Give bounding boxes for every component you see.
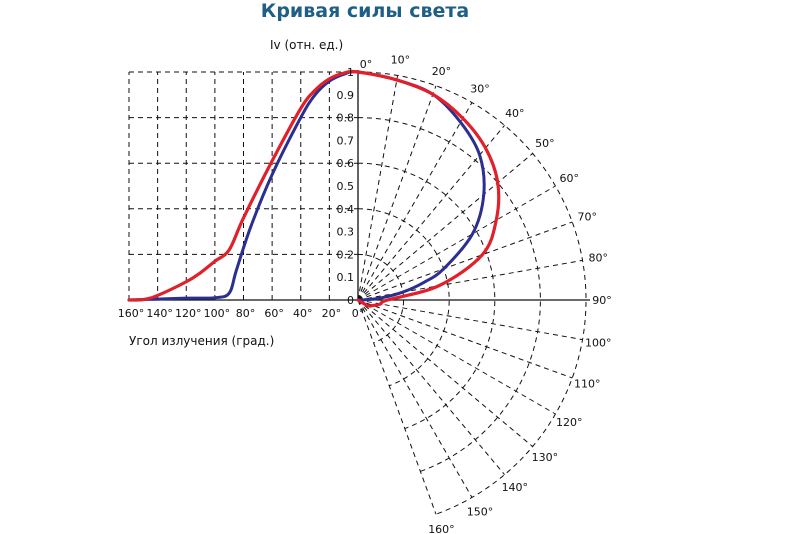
polar-tick-label: 0°	[360, 58, 373, 71]
polar-tick-label: 140°	[502, 481, 529, 494]
grid	[128, 71, 587, 515]
polar-tick-label: 50°	[535, 137, 555, 150]
polar-radial	[357, 153, 533, 301]
polar-radial	[357, 299, 583, 341]
polar-radial	[357, 185, 556, 301]
labels: Iv (отн. ед.) Угол излучения (град.) 0 0.…	[118, 38, 612, 534]
x-tick-label: 140°	[146, 307, 173, 320]
y-tick-label: 0.8	[337, 112, 355, 125]
chart-title: Кривая силы света	[260, 0, 470, 22]
polar-tick-label: 60°	[560, 172, 580, 185]
polar-tick-label: 30°	[470, 83, 490, 96]
y-tick-label: 0.3	[337, 226, 355, 239]
curves	[127, 69, 501, 308]
polar-tick-label: 10°	[391, 54, 411, 67]
x-tick-label: 20°	[322, 307, 342, 320]
axes	[129, 70, 590, 301]
polar-radial	[357, 75, 399, 301]
series-curve-1	[127, 70, 486, 302]
polar-tick-label: 160°	[428, 523, 455, 534]
y-tick-label: 0.1	[337, 271, 355, 284]
polar-tick-label: 120°	[556, 416, 583, 429]
y-axis-label: Iv (отн. ед.)	[270, 38, 343, 52]
polar-radial	[357, 299, 473, 498]
polar-radial	[357, 299, 573, 379]
y-tick-label: 0.4	[337, 203, 355, 216]
y-tick-label: 0.9	[337, 89, 355, 102]
y-tick-label: 0	[347, 294, 354, 307]
polar-tick-label: 150°	[467, 505, 494, 518]
x-tick-label: 100°	[204, 307, 231, 320]
x-tick-label: 0°	[352, 307, 365, 320]
polar-tick-label: 70°	[577, 211, 597, 224]
polar-tick-label: 40°	[505, 107, 525, 120]
polar-radial	[357, 299, 437, 515]
x-tick-label: 40°	[293, 307, 313, 320]
polar-tick-label: 80°	[589, 252, 609, 265]
polar-radial	[357, 102, 473, 301]
polar-radial	[357, 299, 533, 447]
y-tick-label: 0.5	[337, 180, 355, 193]
series-curve-2	[127, 69, 501, 308]
polar-radial	[357, 299, 556, 415]
polar-tick-label: 110°	[574, 377, 601, 390]
y-tick-label: 0.2	[337, 248, 355, 261]
polar-radial	[357, 85, 437, 301]
polar-radial	[357, 299, 505, 475]
polar-tick-label: 90°	[592, 294, 612, 307]
polar-tick-label: 20°	[432, 65, 452, 78]
y-tick-label: 0.6	[337, 157, 355, 170]
x-tick-label: 160°	[118, 307, 145, 320]
polar-tick-label: 100°	[585, 336, 612, 349]
x-axis-label: Угол излучения (град.)	[129, 334, 274, 348]
x-tick-label: 80°	[236, 307, 256, 320]
y-tick-label: 1	[347, 66, 354, 79]
y-tick-label: 0.7	[337, 134, 355, 147]
x-tick-label: 60°	[264, 307, 284, 320]
polar-radial	[357, 221, 573, 301]
x-tick-label: 120°	[175, 307, 202, 320]
polar-radial	[357, 125, 505, 301]
polar-tick-label: 130°	[532, 451, 559, 464]
